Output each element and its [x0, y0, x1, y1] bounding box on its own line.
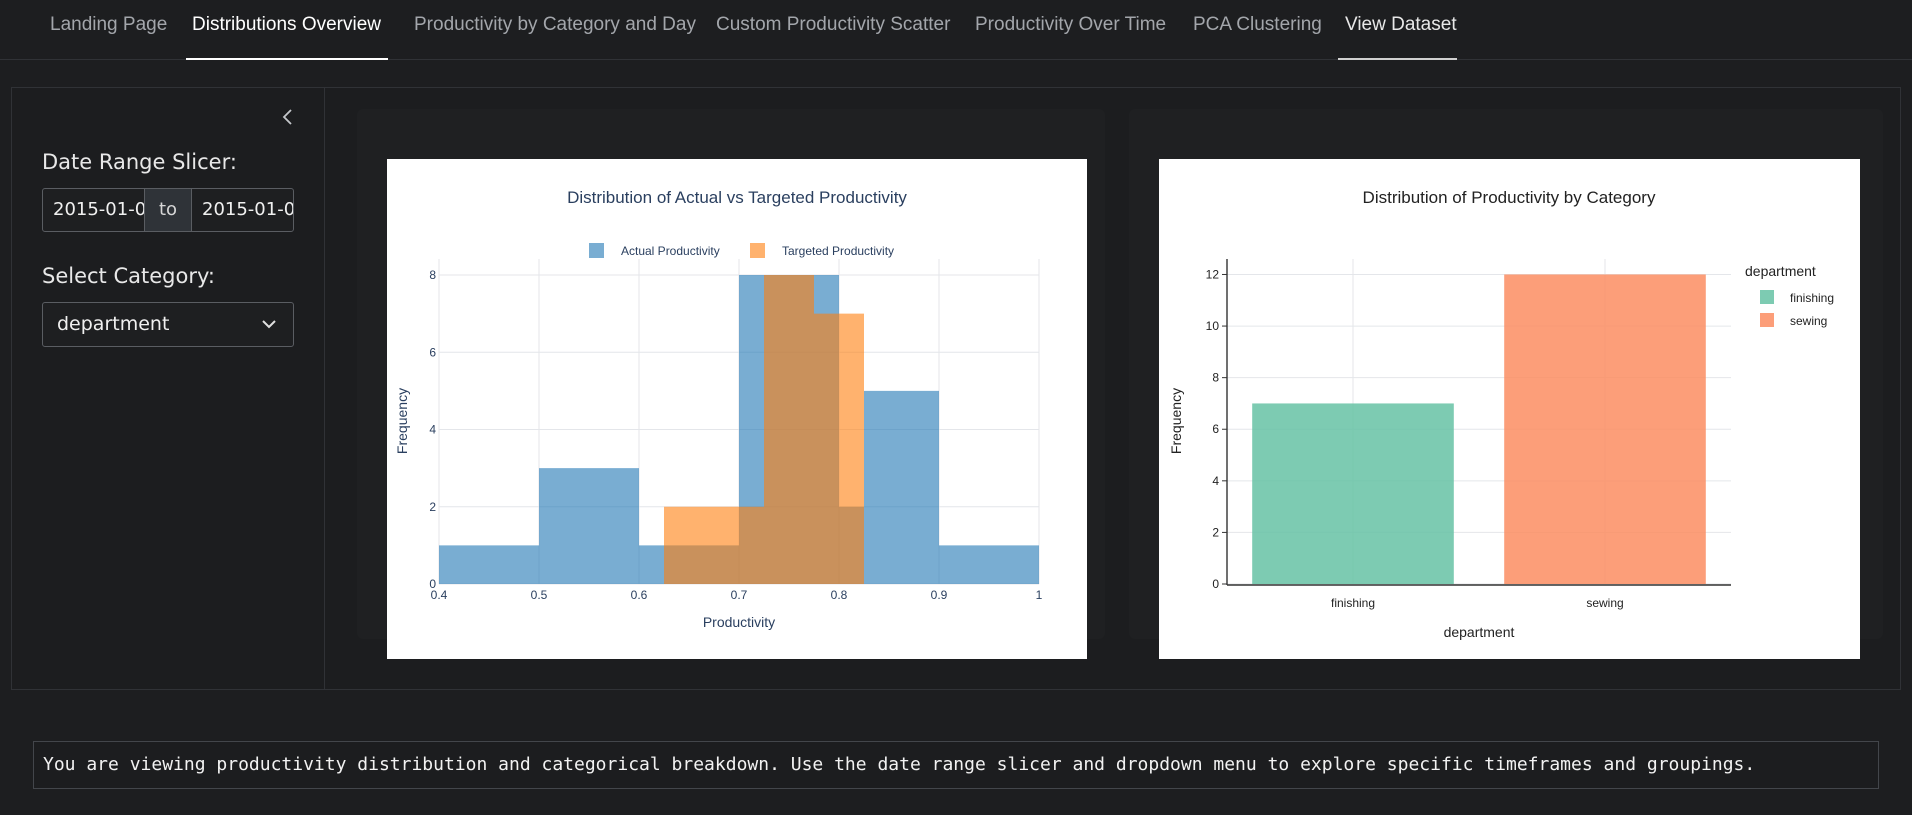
chevron-left-icon[interactable] [275, 104, 301, 130]
histogram-card: 0.4 0.5 0.6 0.7 0.8 0.9 1 0 2 4 6 8 Distribution of … [357, 109, 1105, 659]
legend-swatch [1760, 313, 1774, 327]
bar-chart-plot: finishing sewing 0 2 4 6 8 10 12 Distribution of … [1159, 159, 1860, 659]
histogram-bar [764, 275, 814, 584]
bar-chart: finishing sewing 0 2 4 6 8 10 12 Distribution of … [1168, 188, 1834, 640]
legend-swatch [1760, 290, 1774, 304]
sidebar: Date Range Slicer: 2015-01-0 to 2015-01-… [12, 88, 325, 689]
y-tick-label: 8 [1212, 371, 1219, 385]
y-tick-label: 2 [429, 500, 436, 514]
histogram-bar [939, 545, 1039, 584]
legend-swatch [589, 243, 604, 258]
y-tick-label: 6 [429, 345, 436, 359]
y-axis-label: Frequency [1168, 388, 1184, 454]
x-tick-label: 0.4 [431, 588, 448, 602]
histogram-bar [864, 390, 939, 584]
histogram-bar [439, 545, 539, 584]
bar-chart-card: finishing sewing 0 2 4 6 8 10 12 Distribution of … [1129, 109, 1883, 659]
top-navigation: Landing Page Distributions Overview Prod… [0, 0, 1912, 60]
y-tick-label: 6 [1212, 422, 1219, 436]
x-tick-label: sewing [1586, 596, 1623, 610]
y-axis-label: Frequency [394, 388, 410, 454]
legend-title: department [1745, 263, 1816, 279]
tab-productivity-by-category-and-day[interactable]: Productivity by Category and Day [414, 14, 696, 35]
end-date-input[interactable]: 2015-01-0 [202, 199, 293, 220]
bar-sewing [1504, 274, 1706, 584]
legend-label: sewing [1790, 314, 1827, 328]
y-tick-label: 4 [1212, 474, 1219, 488]
y-tick-label: 2 [1212, 525, 1219, 539]
histogram-plot: 0.4 0.5 0.6 0.7 0.8 0.9 1 0 2 4 6 8 Distribution of … [387, 159, 1087, 659]
category-dropdown-value: department [57, 313, 170, 335]
histogram-bar [539, 468, 639, 584]
y-tick-label: 10 [1206, 319, 1220, 333]
x-tick-label: 1 [1036, 588, 1043, 602]
x-tick-label: 0.5 [531, 588, 548, 602]
chevron-down-icon [262, 320, 276, 329]
tab-distributions-overview[interactable]: Distributions Overview [186, 0, 388, 60]
date-range-label: Date Range Slicer: [42, 150, 237, 174]
main-panel: Date Range Slicer: 2015-01-0 to 2015-01-… [11, 87, 1901, 690]
tab-view-dataset[interactable]: View Dataset [1338, 0, 1457, 60]
date-range-slicer: 2015-01-0 to 2015-01-0 [42, 188, 294, 232]
bar-finishing [1252, 403, 1454, 584]
y-tick-label: 0 [429, 577, 436, 591]
histogram-chart: 0.4 0.5 0.6 0.7 0.8 0.9 1 0 2 4 6 8 Distribution of … [394, 188, 1043, 630]
legend-label: finishing [1790, 291, 1834, 305]
x-tick-label: finishing [1331, 596, 1375, 610]
legend-swatch [750, 243, 765, 258]
tab-custom-productivity-scatter[interactable]: Custom Productivity Scatter [716, 14, 951, 35]
x-axis-label: Productivity [703, 614, 775, 630]
y-tick-label: 12 [1206, 267, 1220, 281]
y-tick-label: 8 [429, 268, 436, 282]
chart-title: Distribution of Productivity by Category [1363, 188, 1656, 207]
x-tick-label: 0.9 [931, 588, 948, 602]
y-tick-label: 0 [1212, 577, 1219, 591]
legend-label: Targeted Productivity [782, 244, 894, 258]
tab-pca-clustering[interactable]: PCA Clustering [1193, 14, 1322, 35]
status-message: You are viewing productivity distributio… [33, 741, 1879, 789]
category-label: Select Category: [42, 264, 215, 288]
date-range-separator: to [144, 189, 192, 231]
x-tick-label: 0.7 [731, 588, 748, 602]
category-dropdown[interactable]: department [42, 302, 294, 347]
x-axis-label: department [1444, 624, 1515, 640]
histogram-bar [814, 313, 864, 584]
histogram-bar [664, 506, 764, 584]
chart-title: Distribution of Actual vs Targeted Produ… [567, 188, 907, 207]
legend-label: Actual Productivity [621, 244, 720, 258]
x-tick-label: 0.8 [831, 588, 848, 602]
tab-productivity-over-time[interactable]: Productivity Over Time [975, 14, 1167, 35]
start-date-input[interactable]: 2015-01-0 [53, 199, 144, 220]
x-tick-label: 0.6 [631, 588, 648, 602]
tab-landing-page[interactable]: Landing Page [50, 14, 168, 35]
y-tick-label: 4 [429, 423, 436, 437]
